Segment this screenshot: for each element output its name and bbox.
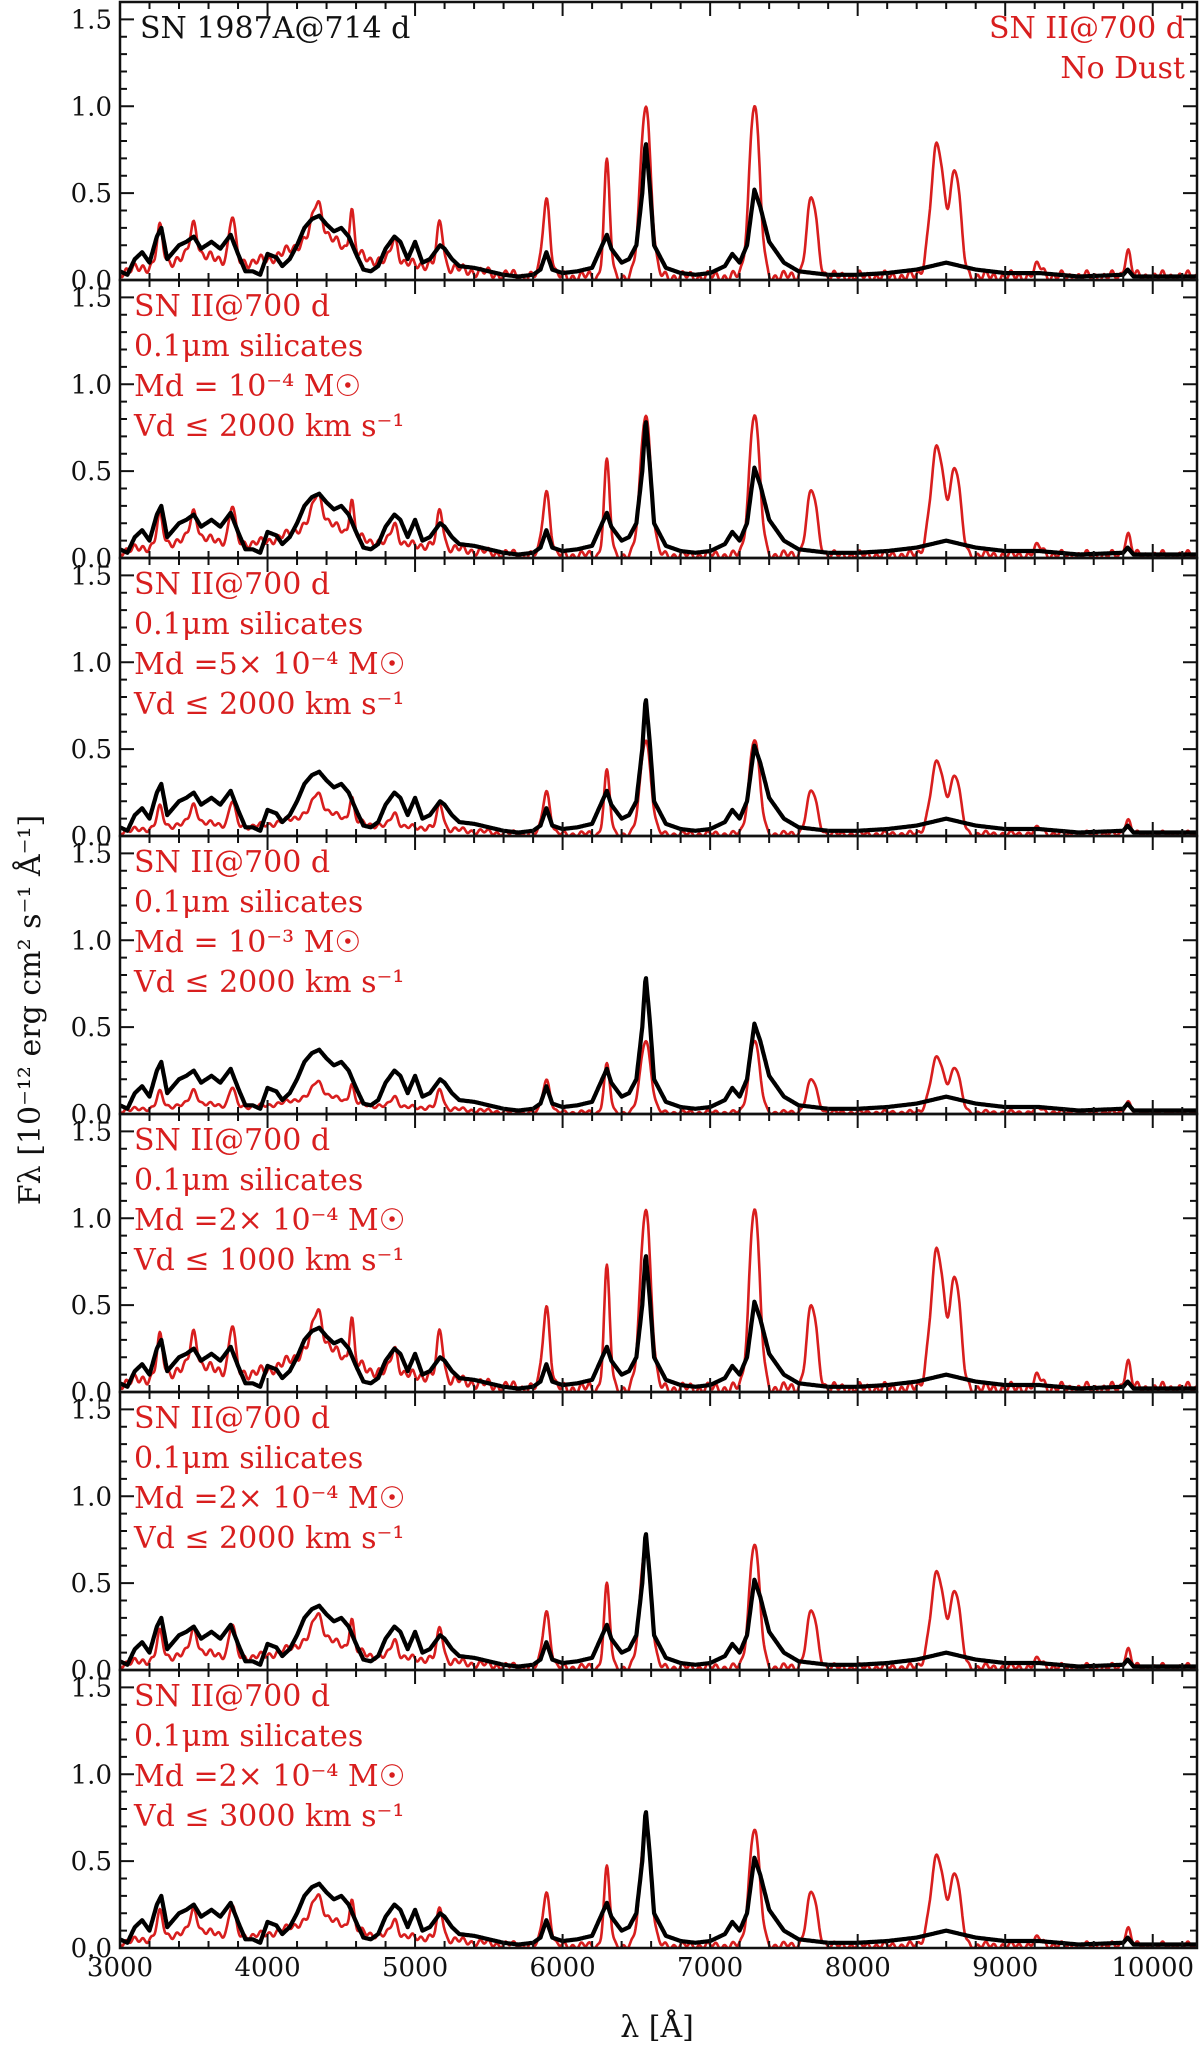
y-tick-label: 1.0	[71, 1482, 112, 1512]
panel-md-2e-4-v3000: 0.0 0.5 1.0 1.5 SN II@700 d 0.1μm silicates Md…	[71, 1668, 1199, 1964]
model-annotation: Vd ≤ 1000 km s⁻¹	[133, 1243, 404, 1278]
y-tick-label: 0.0	[71, 1656, 112, 1686]
y-tick-label: 1.5	[71, 839, 112, 869]
y-tick-label: 0.0	[71, 1378, 112, 1408]
y-tick-label: 0.5	[71, 179, 112, 209]
observed-spectrum-line	[120, 976, 1197, 1113]
model-annotation: SN II@700 d	[134, 289, 330, 324]
y-tick-label: 0.5	[71, 1847, 112, 1877]
model-spectrum-line	[120, 1543, 1197, 1670]
x-tick-label: 5000	[382, 1953, 448, 1983]
y-axis-label: Fλ [10⁻¹² erg cm² s⁻¹ Å⁻¹]	[12, 815, 48, 1205]
model-annotation: Md =2× 10⁻⁴ M☉	[134, 1203, 406, 1238]
panels-group: 0.0 0.5 1.0 1.5 SN 1987A@714 d SN II@700 d No …	[71, 0, 1199, 1983]
model-annotation: Vd ≤ 2000 km s⁻¹	[133, 687, 404, 722]
y-tick-label: 0.5	[71, 735, 112, 765]
y-tick-label: 1.0	[71, 926, 112, 956]
panel-md-2e-4-v1000: 0.0 0.5 1.0 1.5 SN II@700 d 0.1μm silicates Md…	[71, 1112, 1199, 1408]
model-spectrum-line	[120, 105, 1197, 280]
observed-spectrum-line	[120, 142, 1197, 279]
y-tick-label: 0.5	[71, 457, 112, 487]
observed-spectrum-line	[120, 1532, 1197, 1669]
y-tick-label: 0.0	[71, 1934, 112, 1964]
observed-spectrum-line	[120, 1254, 1197, 1391]
y-tick-label: 1.0	[71, 648, 112, 678]
x-tick-label: 6000	[530, 1953, 596, 1983]
y-tick-label: 1.5	[71, 561, 112, 591]
y-tick-label: 0.5	[71, 1569, 112, 1599]
model-annotation: Vd ≤ 2000 km s⁻¹	[133, 1521, 404, 1556]
x-tick-label: 10000	[1111, 1953, 1194, 1983]
x-axis-label: λ [Å]	[620, 2009, 694, 2045]
x-tick-label: 4000	[234, 1953, 300, 1983]
y-tick-label: 1.0	[71, 92, 112, 122]
model-annotation: SN II@700 d	[134, 1401, 330, 1436]
model-annotation: Vd ≤ 2000 km s⁻¹	[133, 409, 404, 444]
model-spectrum-line	[120, 739, 1197, 836]
model-dust-label: No Dust	[1060, 51, 1185, 86]
y-tick-label: 1.0	[71, 370, 112, 400]
model-spectrum-line	[120, 414, 1197, 558]
model-annotation: 0.1μm silicates	[134, 329, 363, 364]
panel-md-5e-4-v2000: 0.0 0.5 1.0 1.5 SN II@700 d 0.1μm silicates Md…	[71, 556, 1199, 852]
model-annotation: Vd ≤ 2000 km s⁻¹	[133, 965, 404, 1000]
model-spectrum-line	[120, 1208, 1197, 1392]
x-tick-label: 7000	[677, 1953, 743, 1983]
model-annotation: 0.1μm silicates	[134, 885, 363, 920]
model-annotation: SN II@700 d	[134, 567, 330, 602]
observed-label: SN 1987A@714 d	[140, 11, 410, 46]
x-tick-label: 3000	[87, 1953, 153, 1983]
x-tick-label: 9000	[972, 1953, 1038, 1983]
model-annotation: Md = 10⁻⁴ M☉	[134, 369, 361, 404]
observed-spectrum-line	[120, 698, 1197, 835]
y-tick-label: 1.5	[71, 283, 112, 313]
model-annotation: Md = 10⁻³ M☉	[134, 925, 361, 960]
observed-spectrum-line	[120, 1810, 1197, 1947]
y-tick-label: 1.0	[71, 1760, 112, 1790]
model-annotation: Md =2× 10⁻⁴ M☉	[134, 1481, 406, 1516]
model-annotation: SN II@700 d	[134, 1123, 330, 1158]
model-spectrum-line	[120, 1828, 1197, 1948]
y-tick-label: 1.5	[71, 1395, 112, 1425]
model-annotation: 0.1μm silicates	[134, 1719, 363, 1754]
panel-md-2e-4-v2000: 0.0 0.5 1.0 1.5 SN II@700 d 0.1μm silicates Md…	[71, 1390, 1199, 1686]
model-label: SN II@700 d	[989, 11, 1185, 46]
y-tick-label: 1.5	[71, 1117, 112, 1147]
y-tick-label: 1.5	[71, 1673, 112, 1703]
y-tick-label: 0.0	[71, 822, 112, 852]
y-tick-label: 0.5	[71, 1291, 112, 1321]
y-tick-label: 0.5	[71, 1013, 112, 1043]
y-tick-label: 0.0	[71, 1100, 112, 1130]
model-annotation: SN II@700 d	[134, 1679, 330, 1714]
model-annotation: SN II@700 d	[134, 845, 330, 880]
panel-md-1e-4-v2000: 0.0 0.5 1.0 1.5 SN II@700 d 0.1μm silicates Md…	[71, 278, 1199, 574]
y-tick-label: 1.5	[71, 5, 112, 35]
y-tick-label: 1.0	[71, 1204, 112, 1234]
y-tick-label: 0.0	[71, 266, 112, 296]
model-annotation: 0.1μm silicates	[134, 1163, 363, 1198]
model-annotation: 0.1μm silicates	[134, 1441, 363, 1476]
model-annotation: Vd ≤ 3000 km s⁻¹	[133, 1799, 404, 1834]
y-tick-label: 0.0	[71, 544, 112, 574]
model-annotation: 0.1μm silicates	[134, 607, 363, 642]
x-tick-label: 8000	[825, 1953, 891, 1983]
model-annotation: Md =5× 10⁻⁴ M☉	[134, 647, 406, 682]
panel-md-1e-3-v2000: 0.0 0.5 1.0 1.5 SN II@700 d 0.1μm silicates Md…	[71, 834, 1199, 1130]
observed-spectrum-line	[120, 420, 1197, 557]
model-spectrum-line	[120, 1039, 1197, 1114]
panel-no-dust: 0.0 0.5 1.0 1.5 SN 1987A@714 d SN II@700 d No …	[71, 0, 1199, 296]
model-annotation: Md =2× 10⁻⁴ M☉	[134, 1759, 406, 1794]
